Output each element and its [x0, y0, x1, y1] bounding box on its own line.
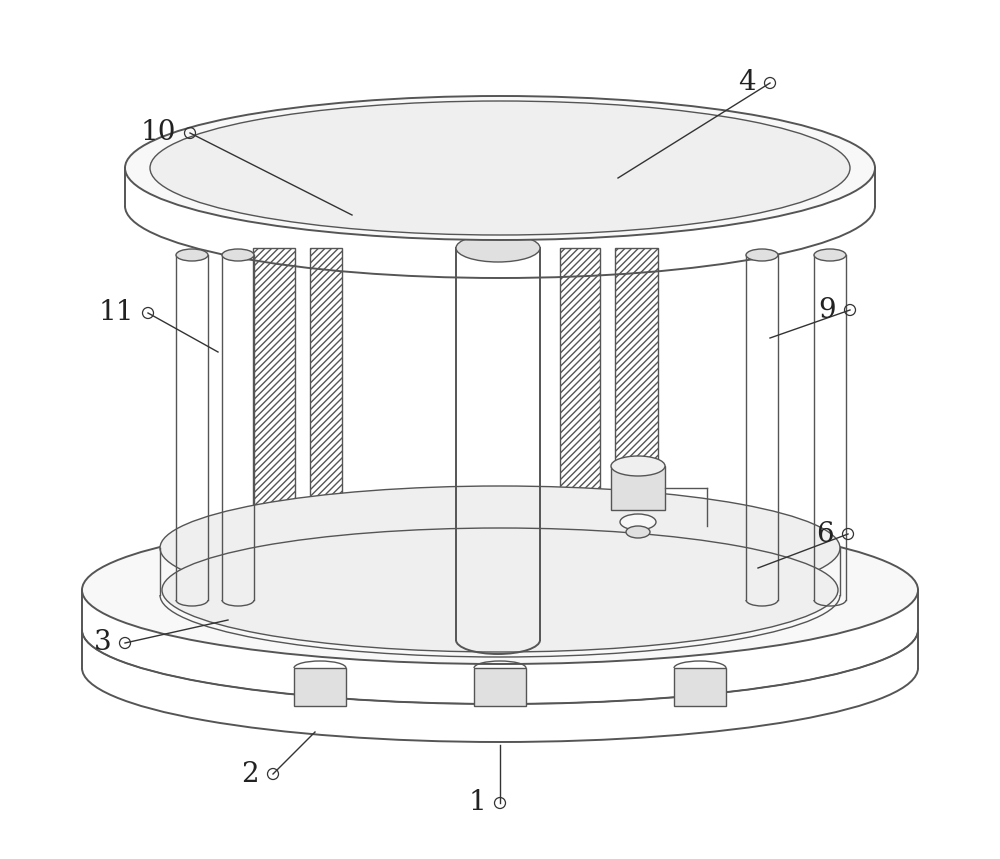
Text: 10: 10 [140, 119, 176, 147]
Polygon shape [674, 668, 726, 706]
Polygon shape [294, 668, 346, 706]
Polygon shape [310, 248, 342, 600]
Ellipse shape [82, 516, 918, 664]
Text: 4: 4 [738, 70, 756, 96]
Polygon shape [615, 248, 658, 600]
Ellipse shape [814, 249, 846, 261]
Text: 11: 11 [98, 300, 134, 326]
Text: 1: 1 [468, 789, 486, 817]
Ellipse shape [176, 249, 208, 261]
Ellipse shape [456, 234, 540, 262]
Polygon shape [560, 248, 600, 600]
Polygon shape [474, 668, 526, 706]
Ellipse shape [611, 456, 665, 476]
Text: 6: 6 [816, 521, 834, 547]
Ellipse shape [222, 249, 254, 261]
Ellipse shape [626, 526, 650, 538]
Text: 3: 3 [93, 630, 111, 656]
Ellipse shape [160, 486, 840, 610]
Ellipse shape [125, 96, 875, 240]
Polygon shape [253, 248, 295, 600]
Text: 2: 2 [241, 760, 259, 788]
Polygon shape [611, 466, 665, 510]
Text: 9: 9 [818, 296, 836, 324]
Ellipse shape [162, 528, 838, 652]
Ellipse shape [150, 101, 850, 235]
Ellipse shape [620, 514, 656, 530]
Ellipse shape [746, 249, 778, 261]
